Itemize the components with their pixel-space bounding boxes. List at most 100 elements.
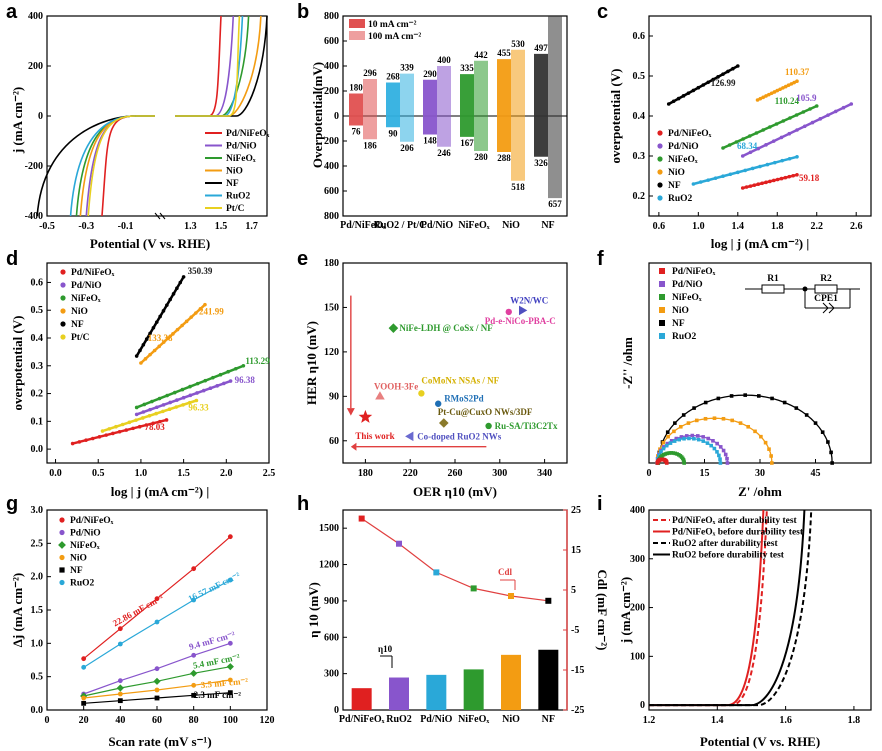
y-tick-label: 2.0 — [31, 572, 44, 583]
y-tick-label: 0.6 — [633, 31, 646, 42]
slope-label: 126.99 — [711, 78, 736, 88]
legend-marker — [59, 567, 65, 573]
data-point — [81, 700, 87, 706]
y-tick-label: 400 — [630, 505, 645, 516]
x-category-label: Pd/NiO — [421, 220, 453, 231]
cdl-line — [361, 518, 549, 602]
data-point — [759, 434, 763, 439]
y-tick-label: -200 — [25, 161, 43, 172]
data-point — [666, 434, 670, 439]
y-tick-label: 1500 — [319, 523, 339, 534]
legend-label: Pd/NiO — [226, 142, 257, 152]
data-point — [81, 656, 87, 662]
y-tick-label: 400 — [28, 11, 43, 22]
cdl-point — [545, 597, 552, 604]
data-point — [117, 691, 123, 697]
data-label: 530 — [511, 39, 525, 49]
fit-line — [102, 399, 197, 433]
data-point — [794, 406, 799, 410]
data-point — [695, 434, 700, 438]
x-tick-label: 120 — [260, 715, 275, 726]
slope-label: 110.24 — [775, 96, 800, 106]
cdl-point — [508, 593, 514, 599]
bar-her100 — [363, 116, 377, 140]
data-point — [227, 577, 233, 583]
x-tick-label: 300 — [492, 468, 507, 479]
data-point — [664, 443, 669, 448]
data-label: 167 — [460, 138, 474, 148]
data-label: 280 — [474, 152, 488, 162]
data-point — [226, 663, 234, 671]
y2-tick-label: 5 — [571, 585, 576, 596]
data-point — [715, 441, 719, 446]
data-point — [673, 451, 678, 456]
fit-line — [742, 102, 852, 158]
panel-d: d 0.0 0.5 1.0 1.5 2.0 2.5 0.0 0.1 0.2 0.3 0.4 0.5 0.6… — [6, 248, 275, 499]
y-tick-label: 0.2 — [633, 191, 646, 202]
x-category-label: NF — [541, 220, 554, 231]
data-point — [678, 424, 683, 429]
data-label: 90 — [389, 128, 399, 138]
data-point — [661, 440, 666, 445]
y2-tick-label: -5 — [571, 625, 579, 636]
panel-c-letter: c — [597, 1, 608, 23]
y-tick-label: 0.2 — [31, 389, 44, 400]
y-tick-label: 200 — [324, 86, 339, 97]
data-point — [668, 441, 673, 445]
data-point — [692, 436, 696, 441]
point-label: Pt-Cu@CuxO NWs/3DF — [438, 407, 533, 417]
legend-label: RuO2 — [226, 192, 251, 202]
legend-swatch — [349, 19, 365, 28]
data-point — [154, 687, 160, 693]
panel-e-letter: e — [297, 248, 308, 270]
data-point — [672, 429, 676, 434]
cdl-label: 5.4 mF cm⁻² — [192, 652, 241, 671]
data-point — [505, 308, 512, 316]
data-point — [757, 394, 761, 398]
x-tick-label: 1.2 — [643, 715, 656, 726]
x-axis-title: log | j (mA cm⁻²) | — [711, 236, 809, 251]
cdl-point — [433, 569, 440, 576]
data-point — [730, 418, 735, 423]
legend-marker — [60, 321, 66, 327]
y-tick-label: 300 — [324, 669, 339, 680]
x-category-label: Pd/NiFeOₓ — [340, 220, 386, 231]
legend-marker — [659, 320, 665, 326]
legend-marker — [659, 294, 665, 300]
x-tick-label: 40 — [115, 715, 125, 726]
data-point — [743, 393, 747, 397]
data-point — [725, 461, 730, 465]
y-tick-label: 0 — [38, 111, 43, 122]
data-point — [694, 418, 699, 423]
legend-label: NiFeOₓ — [70, 541, 100, 551]
data-point — [664, 461, 669, 465]
data-point — [154, 666, 160, 672]
y2-tick-label: 15 — [571, 545, 581, 556]
data-point — [154, 596, 160, 602]
fit-line — [72, 418, 167, 445]
slope-label: 78.03 — [145, 422, 166, 432]
cdl-label: 2.3 mF cm⁻² — [194, 690, 242, 700]
y2-tick-label: -15 — [571, 665, 584, 676]
fit-line — [136, 364, 244, 409]
bar-eta10 — [351, 688, 372, 710]
x-tick-label: 340 — [537, 468, 552, 479]
point-label: CoMoNx NSAs / NF — [421, 375, 499, 385]
legend-label: NiFeOₓ — [71, 294, 101, 304]
y-tick-label: 0.3 — [31, 361, 44, 372]
x-tick-label: 1.8 — [848, 715, 861, 726]
y-tick-label: 0.0 — [31, 444, 44, 455]
data-point — [485, 422, 492, 430]
panel-c: c 0.6 1.0 1.4 1.8 2.2 2.6 0.2 0.3 0.4 0.5 0.6 126.99… — [597, 1, 872, 251]
bar-her100 — [400, 116, 414, 142]
x-tick-label: 1.6 — [779, 715, 792, 726]
cdl-point — [396, 540, 402, 547]
data-point — [191, 566, 197, 572]
axis-break — [154, 212, 161, 220]
y-tick-label: 400 — [324, 161, 339, 172]
data-point — [405, 431, 414, 442]
x-tick-label: 1.4 — [732, 221, 745, 232]
data-point — [116, 684, 124, 692]
data-point — [388, 323, 399, 333]
